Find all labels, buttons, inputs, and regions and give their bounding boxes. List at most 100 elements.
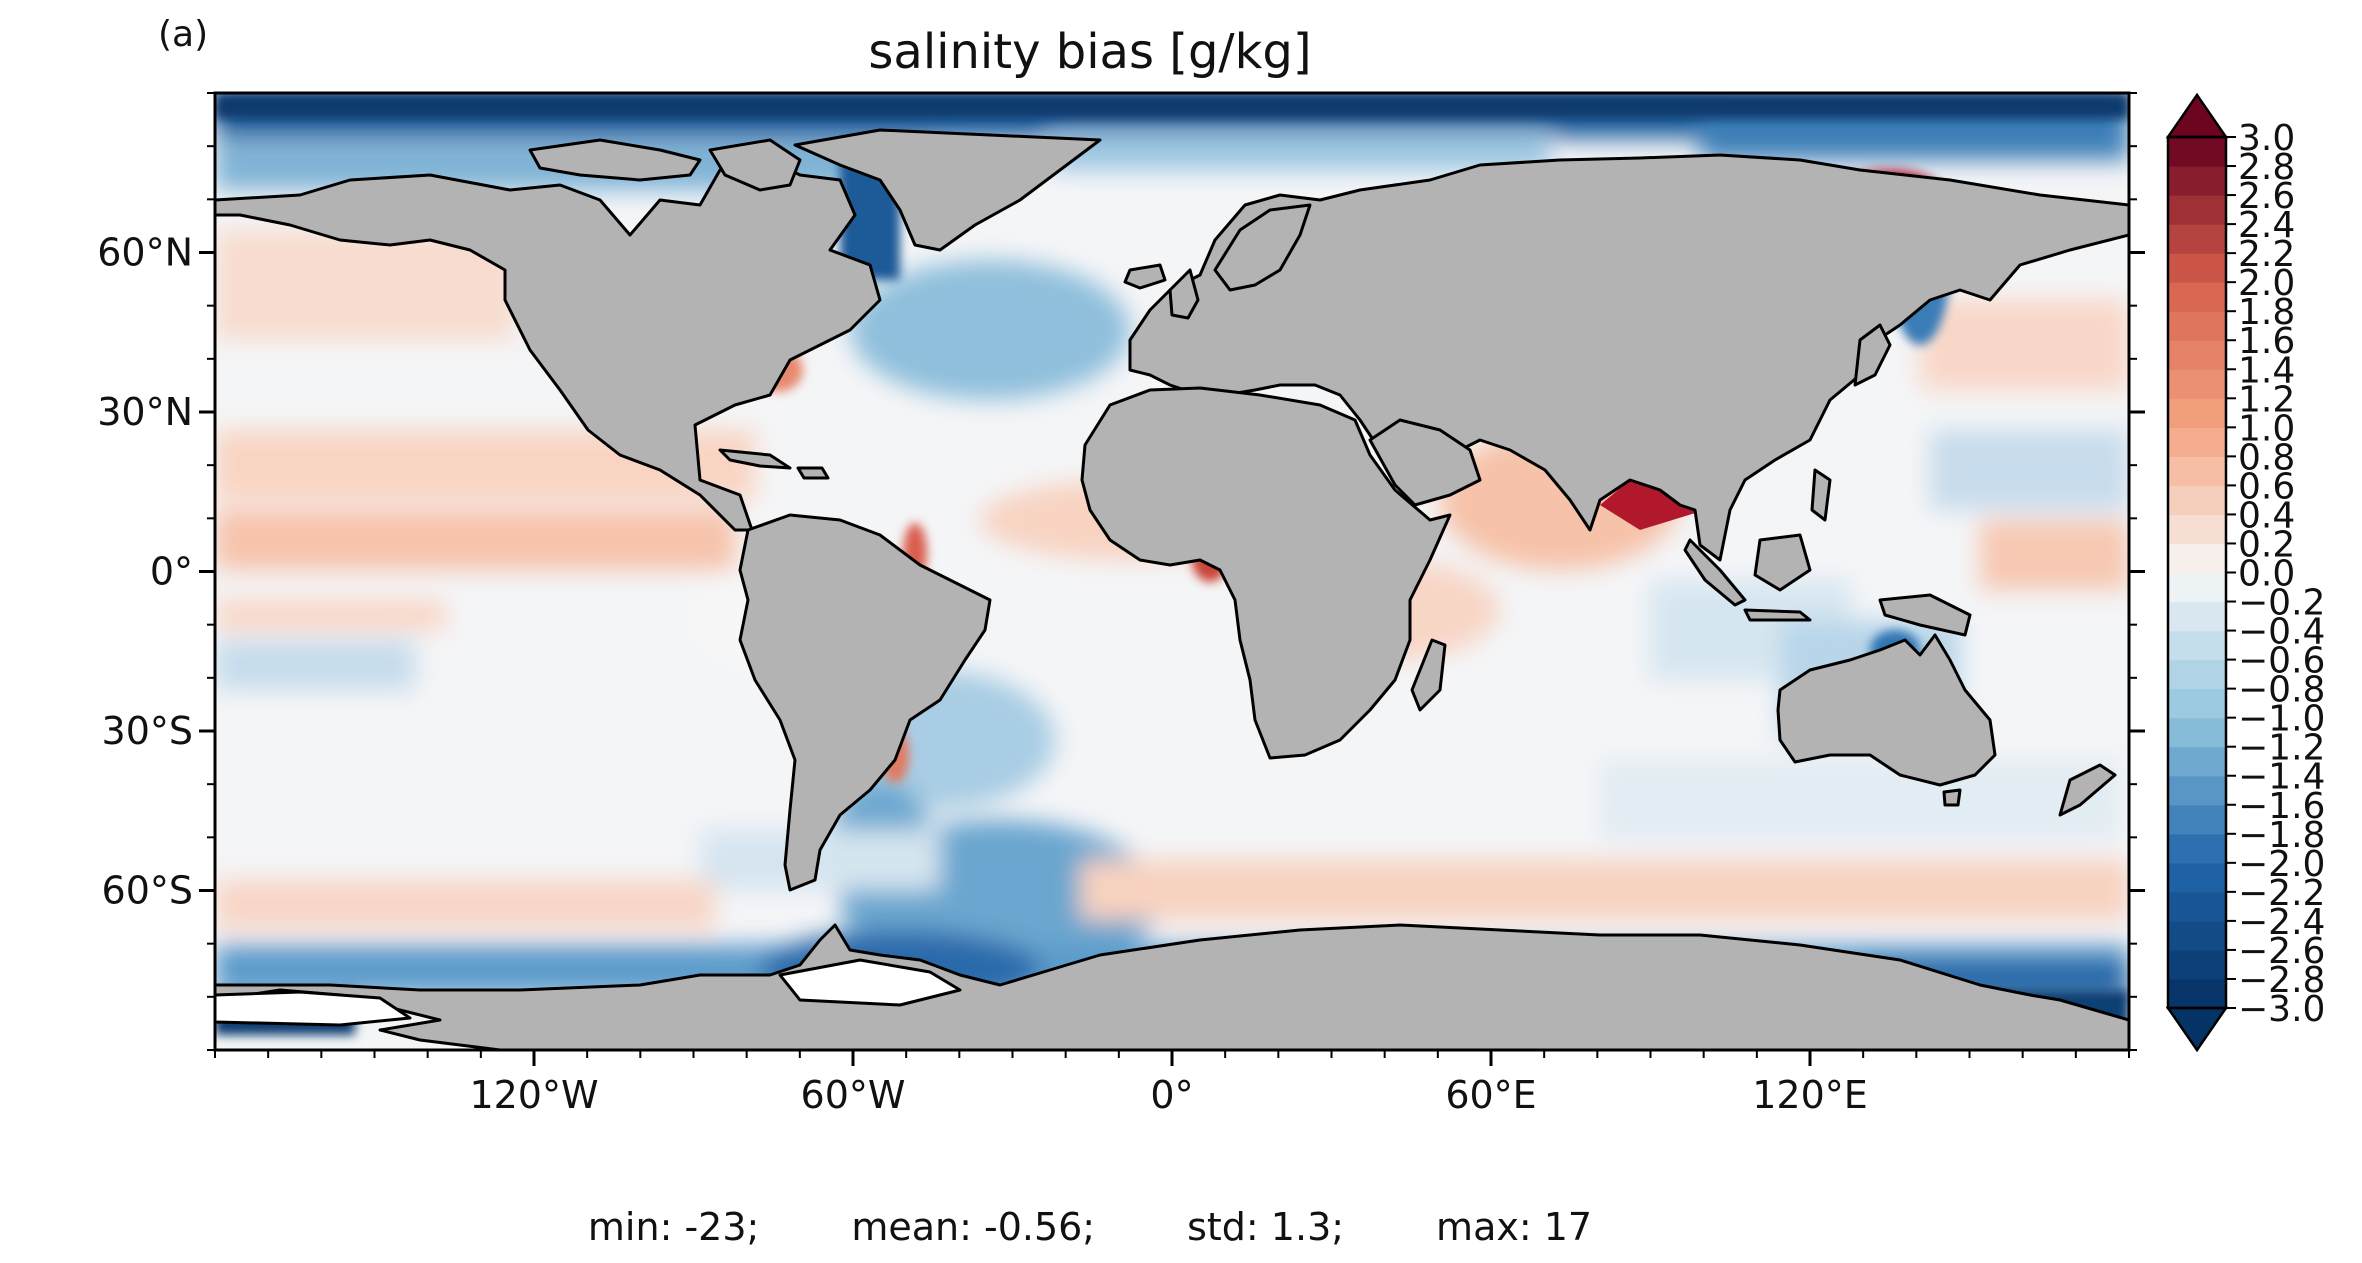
colorbar-segment: [2168, 659, 2226, 690]
north-america-landmass: [215, 158, 882, 532]
colorbar-segment: [2168, 195, 2226, 225]
colorbar-segment: [2168, 282, 2226, 312]
colorbar-tick-label: 1.4: [2238, 350, 2295, 391]
colorbar-segment: [2168, 485, 2226, 516]
colorbar-extend-min: [2165, 1006, 2229, 1053]
colorbar-tick-label: −1.2: [2238, 728, 2325, 769]
great-britain: [1168, 268, 1200, 320]
colorbar-tick-label: 0.6: [2238, 466, 2295, 507]
colorbar-tick-label: 2.8: [2238, 147, 2295, 188]
colorbar-tick-label: −1.0: [2238, 699, 2325, 740]
colorbar-tick-label: 1.2: [2238, 379, 2295, 420]
colorbar-segment: [2168, 746, 2226, 777]
colorbar-segment: [2168, 717, 2226, 748]
panel-label: (a): [158, 14, 209, 55]
colorbar-segment: [2168, 891, 2226, 922]
colorbar-tick-label: −0.6: [2238, 641, 2325, 682]
iceland: [1123, 263, 1167, 290]
tasmania: [1942, 788, 1962, 807]
colorbar-tick-label: 2.6: [2238, 176, 2295, 217]
colorbar-segment: [2168, 369, 2226, 399]
colorbar-segment: [2168, 398, 2226, 428]
philippines: [1810, 468, 1832, 522]
axis-ticks: 120°W 60°W 0° 60°E 120°E 60°N 30°N 0° 30°S 60°S: [97, 92, 2145, 1117]
colorbar-segment: [2168, 224, 2226, 254]
colorbar-tick-label: 1.8: [2238, 292, 2295, 333]
greenland-landmass: [793, 128, 1102, 252]
map-figure: 120°W 60°W 0° 60°E 120°E 60°N 30°N 0° 30°S 60°S 3…: [97, 91, 2325, 1117]
colorbar-tick-label: 2.2: [2238, 234, 2295, 275]
colorbar-tick-label: −1.8: [2238, 815, 2325, 856]
scandinavia: [1213, 203, 1312, 292]
south-america-landmass: [738, 513, 992, 892]
lat-tick-label: 60°S: [102, 869, 193, 913]
new-guinea: [1878, 593, 1972, 637]
colorbar-segment: [2168, 340, 2226, 370]
land-masses: [215, 128, 2129, 1050]
colorbar-tick-label: −0.2: [2238, 583, 2325, 624]
lon-tick-label: 0°: [1150, 1073, 1193, 1117]
colorbar-tick-label: 0.2: [2238, 524, 2295, 565]
colorbar-tick-label: 1.0: [2238, 408, 2295, 449]
colorbar-segment: [2168, 688, 2226, 719]
colorbar-segment: [2168, 862, 2226, 893]
stat-mean: mean: -0.56;: [851, 1205, 1096, 1249]
lon-tick-label: 120°E: [1752, 1073, 1868, 1117]
colorbar-tick-label: 0.4: [2238, 495, 2295, 536]
lat-tick-label: 30°N: [97, 390, 193, 434]
colorbar-segment: [2168, 543, 2226, 574]
australia-landmass: [1776, 633, 1997, 787]
lon-tick-label: 60°E: [1445, 1073, 1536, 1117]
colorbar-tick-label: 3.0: [2238, 118, 2295, 159]
ross-ice-shelf: [215, 990, 412, 1027]
colorbar-segment: [2168, 137, 2226, 167]
colorbar-segment: [2168, 253, 2226, 283]
colorbar-tick-label: −2.0: [2238, 844, 2325, 885]
colorbar-tick-label: −2.2: [2238, 873, 2325, 914]
stat-std: std: 1.3;: [1187, 1205, 1345, 1249]
colorbar-tick-label: −1.4: [2238, 757, 2325, 798]
hispaniola: [796, 466, 830, 480]
colorbar-segment: [2168, 572, 2226, 603]
lat-tick-label: 0°: [150, 550, 193, 594]
colorbar-tick-label: −3.0: [2238, 989, 2325, 1030]
colorbar-tick-label: 0.0: [2238, 554, 2295, 595]
colorbar-tick-label: −1.6: [2238, 786, 2325, 827]
colorbar-segment: [2168, 427, 2226, 457]
arabian-peninsula: [1368, 418, 1482, 507]
colorbar-segment: [2168, 978, 2226, 1009]
colorbar-segment: [2168, 833, 2226, 864]
sumatra: [1683, 538, 1747, 607]
colorbar-tick-label: 0.8: [2238, 437, 2295, 478]
stats-line: min: -23; mean: -0.56; std: 1.3; max: 17: [0, 1205, 2362, 1249]
lon-tick-label: 120°W: [469, 1073, 598, 1117]
stat-min: min: -23;: [587, 1205, 760, 1249]
colorbar-tick-label: 1.6: [2238, 321, 2295, 362]
borneo: [1753, 533, 1812, 592]
colorbar-segment: [2168, 311, 2226, 341]
chart-title: salinity bias [g/kg]: [868, 24, 1312, 80]
colorbar-tick-label: 2.4: [2238, 205, 2295, 246]
colorbar-segment: [2168, 804, 2226, 835]
cuba: [718, 448, 792, 470]
colorbar: 3.02.82.62.42.22.01.81.61.41.21.00.80.60…: [2165, 92, 2325, 1053]
colorbar-segment: [2168, 949, 2226, 980]
stat-max: max: 17: [1436, 1205, 1593, 1249]
arctic-archipelago: [528, 138, 702, 182]
colorbar-segment: [2168, 514, 2226, 545]
colorbar-tick-label: −2.6: [2238, 931, 2325, 972]
java: [1743, 608, 1812, 622]
lat-tick-label: 30°S: [102, 709, 193, 753]
weddell-ice-shelf: [778, 958, 962, 1007]
colorbar-segment: [2168, 920, 2226, 951]
colorbar-tick-label: 2.0: [2238, 263, 2295, 304]
new-zealand: [2058, 763, 2117, 817]
africa-landmass: [1080, 386, 1452, 760]
colorbar-tick-label: −0.4: [2238, 612, 2325, 653]
colorbar-tick-label: −2.4: [2238, 902, 2325, 943]
colorbar-segment: [2168, 166, 2226, 196]
colorbar-tick-label: −2.8: [2238, 960, 2325, 1001]
japan: [1853, 323, 1892, 387]
colorbar-tick-label: −0.8: [2238, 670, 2325, 711]
